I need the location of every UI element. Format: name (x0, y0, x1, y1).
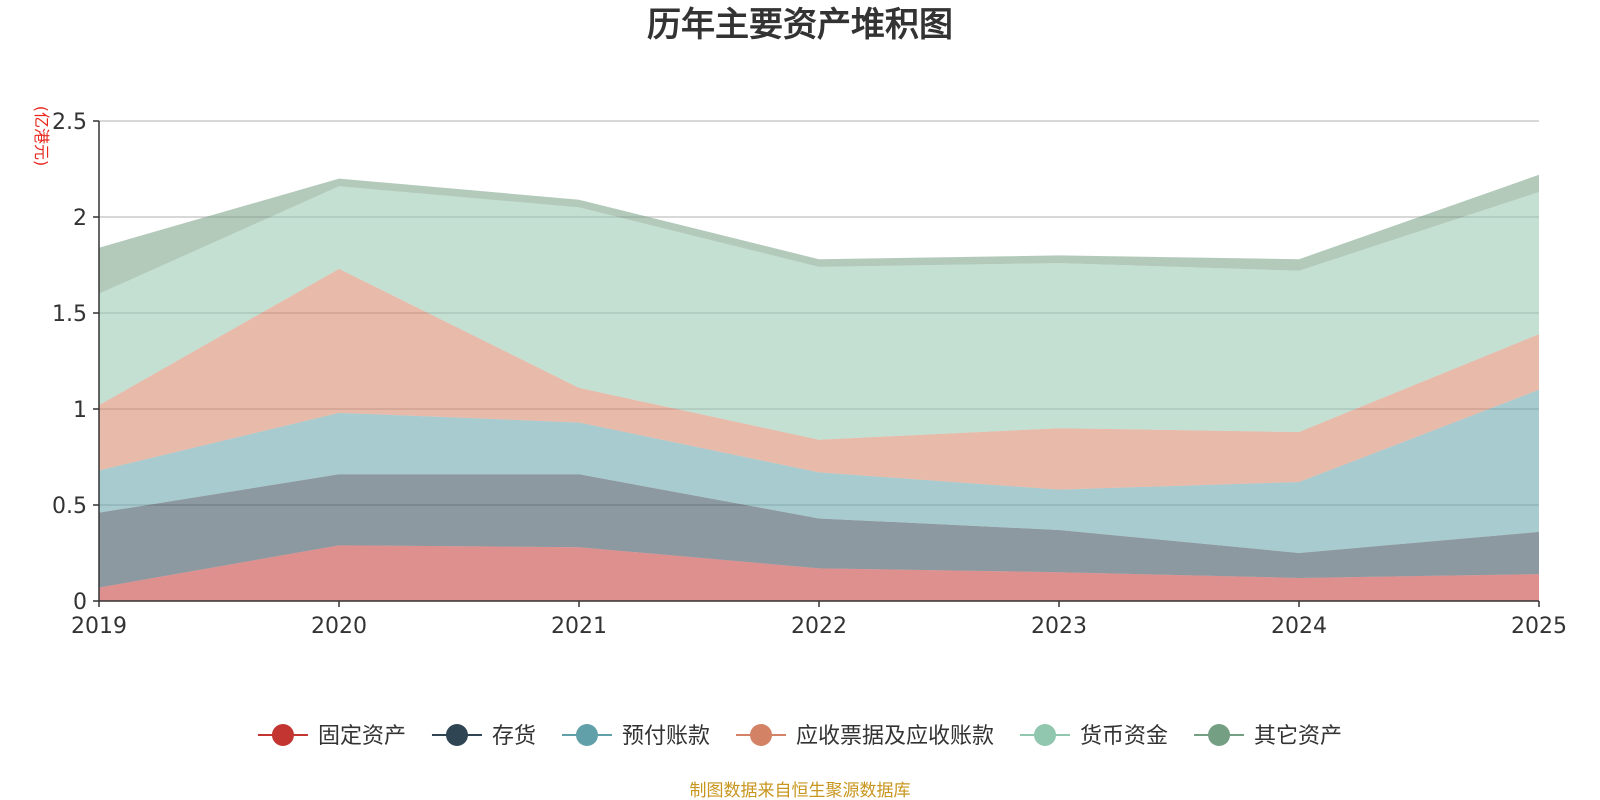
x-tick-label: 2022 (791, 614, 847, 639)
legend-item[interactable]: 固定资产 (257, 724, 406, 749)
legend-marker-icon (750, 724, 772, 746)
legend-label: 预付账款 (622, 724, 710, 749)
legend-label: 货币资金 (1080, 724, 1168, 749)
legend-marker-icon (1034, 724, 1057, 746)
y-tick-label: 2.5 (52, 110, 87, 135)
chart-title: 历年主要资产堆积图 (647, 5, 953, 45)
x-tick-label: 2020 (311, 614, 367, 639)
legend-label: 存货 (492, 724, 536, 749)
legend-item[interactable]: 存货 (431, 724, 536, 749)
x-tick-label: 2024 (1271, 614, 1327, 639)
y-tick-label: 0 (73, 590, 87, 615)
legend-label: 应收票据及应收账款 (796, 724, 994, 749)
area-series-固定资产 (99, 545, 1539, 601)
area-series-其它资产 (99, 174, 1539, 294)
y-tick-label: 2 (73, 206, 87, 231)
area-series-group (99, 174, 1539, 601)
legend-marker-icon (1208, 724, 1231, 746)
legend-item[interactable]: 货币资金 (1020, 724, 1168, 749)
legend-label: 其它资产 (1254, 724, 1342, 749)
x-tick-label: 2023 (1031, 614, 1087, 639)
area-series-货币资金 (99, 186, 1539, 440)
x-tick-label: 2021 (551, 614, 607, 639)
x-tick-label: 2019 (71, 614, 127, 639)
legend-label: 固定资产 (318, 724, 406, 749)
y-axis-unit-label: (亿港元) (32, 106, 51, 167)
legend: 固定资产 存货 预付账款 应收票据及应收账款 货币资金 其它资产 (257, 724, 1342, 749)
axes: 0 0.5 1 1.5 2 2.5 2019 2020 2021 2022 2023 2024 2025 (52, 110, 1567, 639)
legend-item[interactable]: 应收票据及应收账款 (736, 724, 994, 749)
area-series-预付账款 (99, 389, 1539, 553)
data-source-note: 制图数据来自恒生聚源数据库 (690, 781, 911, 800)
y-tick-label: 1.5 (52, 302, 87, 327)
legend-marker-icon (575, 724, 598, 746)
legend-marker-icon (271, 724, 294, 746)
area-series-存货 (99, 474, 1539, 588)
y-tick-label: 1 (73, 398, 87, 423)
legend-item[interactable]: 预付账款 (561, 724, 710, 749)
legend-item[interactable]: 其它资产 (1194, 724, 1342, 749)
x-tick-label: 2025 (1511, 614, 1567, 639)
area-series-应收票据及应收账款 (99, 268, 1539, 490)
y-tick-label: 0.5 (52, 494, 87, 519)
legend-marker-icon (445, 724, 468, 746)
